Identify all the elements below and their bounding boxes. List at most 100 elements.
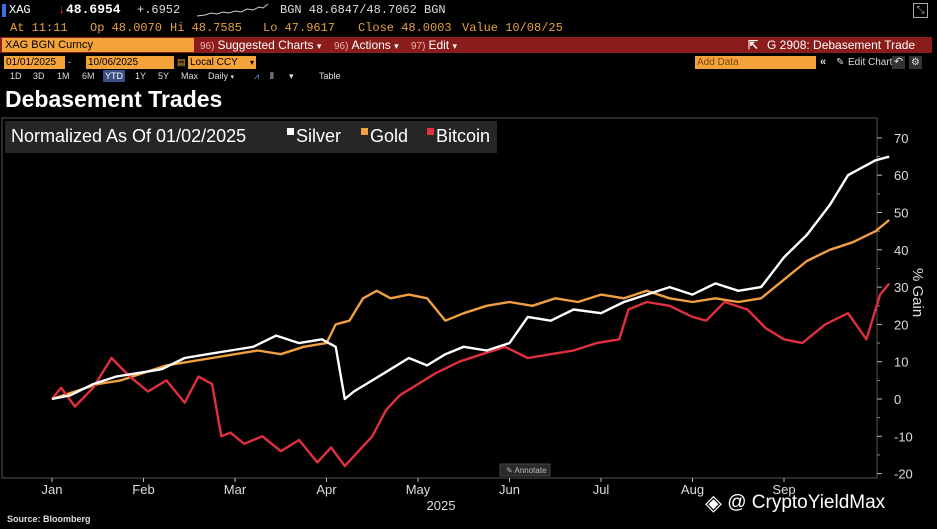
source-note: Source: Bloomberg [7, 514, 91, 524]
sparkline-icon [197, 3, 269, 17]
x-axis-label: 2025 [427, 498, 456, 513]
legend-gold-swatch [361, 128, 368, 135]
watermark: ◈ @ CryptoYieldMax [705, 490, 885, 516]
x-tick-label: Jun [499, 482, 520, 497]
last-price: 48.6954 [66, 2, 121, 17]
security-input[interactable]: XAG BGN Curncy [2, 38, 194, 52]
x-tick-label: Sep [772, 482, 795, 497]
ticker-row: XAG ↓ 48.6954 +.6952 BGN 48.6847/48.7062… [0, 0, 937, 20]
table-button[interactable]: Table [319, 71, 341, 81]
legend-bitcoin-label: Bitcoin [436, 126, 491, 146]
menu-number: 97) [411, 41, 426, 52]
pencil-icon: ✎ [836, 57, 845, 68]
frequency-label: Daily [208, 71, 229, 81]
chart-title: Debasement Trades [5, 86, 223, 112]
binance-logo-icon: ◈ [705, 490, 722, 515]
external-link-icon[interactable]: ⇱ [748, 38, 759, 52]
legend: Normalized As Of 01/02/2025 Silver Gold … [5, 121, 497, 153]
series-line-bitcoin [51, 282, 891, 468]
period-ytd[interactable]: YTD [103, 70, 125, 82]
quote-high: Hi 48.7585 [170, 21, 243, 35]
menu-label: Edit [428, 38, 450, 52]
window-close-icon[interactable]: ⤡ [913, 3, 928, 18]
undo-icon[interactable]: ↶ [892, 56, 905, 69]
add-data-input[interactable]: Add Data [695, 56, 816, 69]
candlestick-icon[interactable]: ⫴ [270, 71, 274, 81]
period-row: 1D 3D 1M 6M YTD 1Y 5Y Max Daily ▾ ⩘ ⫴ ▾ … [0, 70, 937, 83]
y-tick-label: 30 [894, 280, 908, 295]
quote-time: At 11:11 [10, 21, 68, 35]
gear-icon[interactable]: ⚙ [909, 56, 922, 69]
frequency-select[interactable]: Daily ▾ [206, 70, 236, 84]
quote-value-date: Value 10/08/25 [462, 21, 563, 35]
quote-open: Op 48.0070 [90, 21, 163, 35]
chart-type-dropdown[interactable]: ▾ [289, 71, 294, 81]
date-range-row: 01/01/2025 - 10/06/2025 ▤ Local CCY ▾ Add… [0, 55, 937, 70]
period-6m[interactable]: 6M [82, 71, 95, 81]
y-tick-label: 20 [894, 317, 908, 332]
annotate-label: ✎ Annotate [506, 466, 547, 475]
x-tick-label: Jul [593, 482, 610, 497]
chevron-down-icon: ▾ [452, 41, 458, 51]
period-max[interactable]: Max [181, 71, 199, 81]
period-3d[interactable]: 3D [33, 71, 45, 81]
line-chart-icon[interactable]: ⩘ [254, 71, 260, 81]
menu-label: Actions [351, 38, 391, 52]
x-tick-label: Aug [681, 482, 704, 497]
edit-chart-button[interactable]: Edit Chart [848, 57, 893, 68]
currency-label: Local CCY [190, 57, 238, 68]
legend-silver-label: Silver [296, 126, 342, 146]
down-arrow-icon: ↓ [58, 3, 66, 17]
bid-ask: BGN 48.6847/48.7062 BGN [280, 3, 446, 17]
y-tick-label: -10 [894, 429, 913, 444]
currency-select[interactable]: Local CCY ▾ [188, 56, 256, 69]
edit-menu[interactable]: 97) Edit ▾ [411, 38, 457, 52]
annotate-button [499, 463, 551, 477]
chart-name: G 2908: Debasement Trade [767, 38, 916, 52]
function-toolbar: XAG BGN Curncy 96) Suggested Charts ▾ 96)… [0, 37, 932, 53]
start-date-input[interactable]: 01/01/2025 [4, 56, 65, 69]
y-tick-label: 50 [894, 206, 908, 221]
quote-low: Lo 47.9617 [263, 21, 336, 35]
period-1d[interactable]: 1D [10, 71, 22, 81]
date-separator: - [68, 57, 71, 67]
legend-gold: Gold [361, 126, 408, 147]
menu-number: 96) [200, 41, 215, 52]
legend-silver: Silver [287, 126, 341, 147]
x-tick-label: Mar [224, 482, 247, 497]
price-change: +.6952 [137, 3, 181, 17]
watermark-text: @ CryptoYieldMax [727, 492, 886, 513]
legend-bitcoin-swatch [427, 128, 434, 135]
y-tick-label: 40 [894, 243, 908, 258]
x-tick-label: May [406, 482, 431, 497]
legend-bitcoin: Bitcoin [427, 126, 490, 147]
x-tick-label: Jan [42, 482, 63, 497]
y-axis-label: % Gain [909, 268, 926, 317]
chevron-down-icon: ▾ [230, 74, 235, 81]
calendar-icon[interactable]: ▤ [177, 57, 186, 67]
period-1y[interactable]: 1Y [135, 71, 147, 81]
y-tick-label: 60 [894, 168, 908, 183]
quote-row: At 11:11 Op 48.0070 Hi 48.7585 Lo 47.961… [0, 20, 937, 36]
legend-gold-label: Gold [370, 126, 409, 146]
series-line-gold [51, 219, 890, 401]
plot-frame [1, 117, 878, 479]
collapse-icon[interactable]: « [820, 56, 827, 68]
suggested-charts-menu[interactable]: 96) Suggested Charts ▾ [200, 38, 321, 52]
chart-subtitle: Normalized As Of 01/02/2025 [11, 126, 247, 146]
chevron-down-icon: ▾ [249, 58, 254, 67]
y-tick-label: -20 [894, 467, 913, 482]
chevron-down-icon: ▾ [394, 41, 399, 51]
quote-close: Close 48.0003 [358, 21, 452, 35]
period-5y[interactable]: 5Y [158, 71, 170, 81]
menu-label: Suggested Charts [217, 38, 314, 52]
end-date-input[interactable]: 10/06/2025 [86, 56, 174, 69]
security-marker [2, 4, 6, 17]
actions-menu[interactable]: 96) Actions ▾ [334, 38, 399, 52]
y-tick-label: 10 [894, 355, 908, 370]
x-tick-label: Apr [316, 482, 337, 497]
ticker-symbol[interactable]: XAG [9, 3, 31, 17]
x-tick-label: Feb [132, 482, 154, 497]
period-1m[interactable]: 1M [57, 71, 70, 81]
